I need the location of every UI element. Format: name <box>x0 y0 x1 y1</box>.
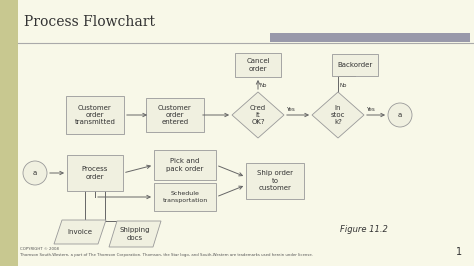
Text: Customer
order
entered: Customer order entered <box>158 105 192 126</box>
FancyBboxPatch shape <box>270 33 470 42</box>
Text: Process Flowchart: Process Flowchart <box>24 15 155 29</box>
Text: 1: 1 <box>456 247 462 257</box>
Circle shape <box>388 103 412 127</box>
Text: Process
order: Process order <box>82 166 108 180</box>
Polygon shape <box>109 221 161 247</box>
FancyBboxPatch shape <box>0 0 18 266</box>
FancyBboxPatch shape <box>246 163 304 199</box>
Text: Shipping
docs: Shipping docs <box>120 227 150 241</box>
Text: a: a <box>33 170 37 176</box>
FancyBboxPatch shape <box>154 150 216 180</box>
Polygon shape <box>232 92 284 138</box>
Text: Yes: Yes <box>366 107 375 112</box>
Text: Ship order
to
customer: Ship order to customer <box>257 171 293 192</box>
Text: No: No <box>340 83 347 88</box>
FancyBboxPatch shape <box>67 155 123 191</box>
Text: Cancel
order: Cancel order <box>246 58 270 72</box>
Text: a: a <box>398 112 402 118</box>
Text: COPYRIGHT © 2008
Thomson South-Western, a part of The Thomson Corporation. Thoms: COPYRIGHT © 2008 Thomson South-Western, … <box>20 247 313 257</box>
Polygon shape <box>312 92 364 138</box>
Polygon shape <box>54 220 106 244</box>
FancyBboxPatch shape <box>66 96 124 134</box>
Text: In
stoc
k?: In stoc k? <box>331 105 345 126</box>
Text: Yes: Yes <box>286 107 295 112</box>
Circle shape <box>23 161 47 185</box>
FancyBboxPatch shape <box>235 53 281 77</box>
Text: Backorder: Backorder <box>337 62 373 68</box>
Text: No: No <box>260 83 267 88</box>
Text: Pick and
pack order: Pick and pack order <box>166 158 204 172</box>
FancyBboxPatch shape <box>332 54 378 76</box>
Text: Invoice: Invoice <box>67 229 92 235</box>
Text: Customer
order
transmitted: Customer order transmitted <box>74 105 116 126</box>
Text: Schedule
transportation: Schedule transportation <box>163 192 208 203</box>
FancyBboxPatch shape <box>146 98 204 132</box>
Text: Cred
it
OK?: Cred it OK? <box>250 105 266 126</box>
Text: Figure 11.2: Figure 11.2 <box>340 226 388 235</box>
FancyBboxPatch shape <box>154 183 216 211</box>
